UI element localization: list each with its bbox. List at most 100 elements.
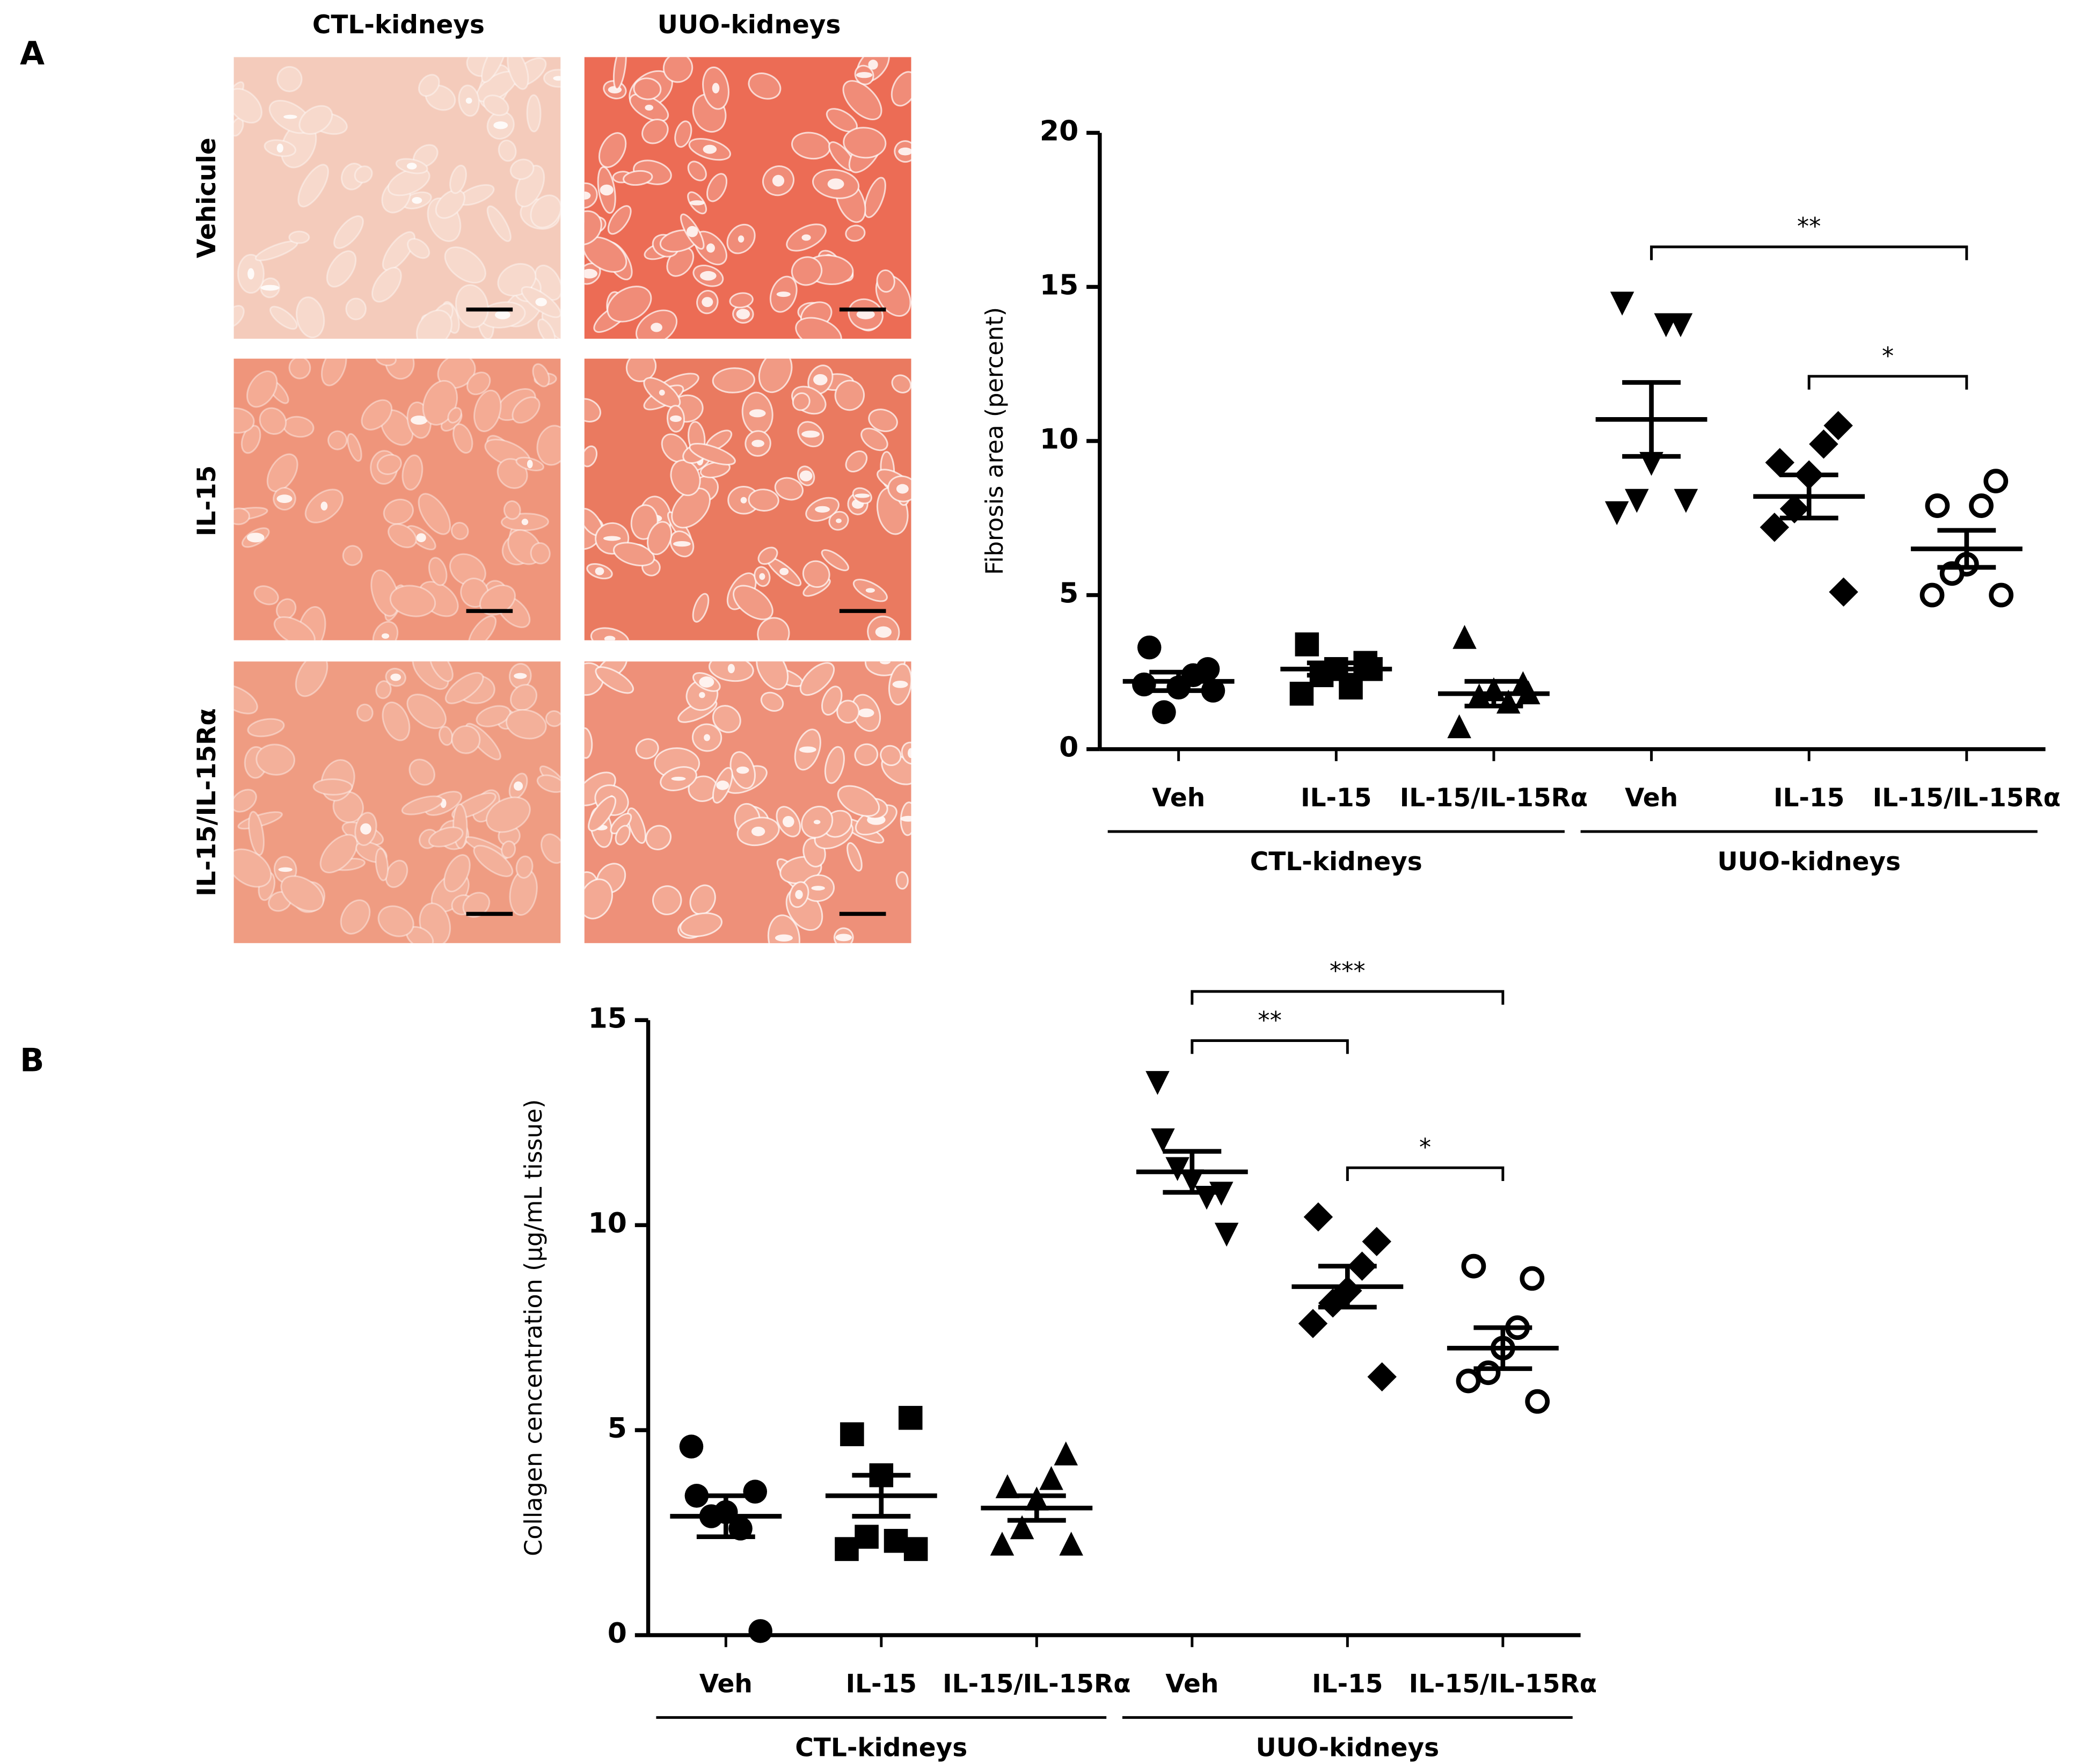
- tubule: [387, 167, 430, 196]
- lumen: [775, 934, 793, 942]
- tubule: [342, 545, 363, 566]
- point: [1059, 1532, 1083, 1556]
- x-tick-label: IL-15: [1312, 1670, 1383, 1699]
- tubule: [595, 666, 634, 694]
- tubule: [774, 477, 804, 501]
- tubule: [598, 132, 627, 168]
- tubule: [545, 710, 561, 727]
- point: [1289, 681, 1314, 706]
- tubule: [375, 680, 392, 699]
- histology-panel: [584, 661, 911, 943]
- tubule: [748, 489, 779, 512]
- tubule: [891, 71, 911, 107]
- point: [1194, 1185, 1219, 1210]
- tubule: [455, 284, 489, 329]
- tubule: [428, 826, 464, 848]
- lumen: [856, 72, 873, 78]
- tubule: [536, 425, 561, 466]
- tubule: [233, 305, 245, 328]
- column-label: CTL-kidneys: [312, 10, 485, 40]
- row-label: IL-15/IL-15Rα: [192, 708, 222, 896]
- tubule: [473, 389, 502, 433]
- tubule: [802, 560, 830, 588]
- tubule: [824, 746, 845, 784]
- lumen: [875, 626, 892, 638]
- lumen: [514, 781, 523, 791]
- tubule: [327, 430, 348, 450]
- tubule: [860, 427, 888, 451]
- lumen: [645, 104, 654, 111]
- row-label: IL-15: [192, 465, 222, 536]
- tubule: [530, 194, 561, 229]
- lumen: [795, 890, 803, 899]
- lumen: [521, 519, 529, 526]
- y-tick-label: 5: [1059, 578, 1078, 610]
- tubule: [298, 105, 333, 135]
- y-tick-label: 10: [588, 1207, 627, 1240]
- tubule: [588, 796, 617, 832]
- tubule: [612, 57, 627, 90]
- group-label: UUO-kidneys: [1717, 847, 1901, 877]
- lumen: [689, 200, 705, 206]
- lumen: [493, 121, 508, 129]
- lumen: [702, 297, 713, 308]
- significance-bracket: [1346, 1166, 1505, 1182]
- tubule: [401, 795, 443, 815]
- tubule: [760, 691, 784, 712]
- tubule: [509, 158, 535, 180]
- lumen: [900, 815, 911, 822]
- tubule: [383, 498, 414, 525]
- tubule: [408, 759, 435, 786]
- tubule: [791, 256, 823, 286]
- tubule: [864, 177, 886, 218]
- panel-label: B: [20, 1043, 44, 1080]
- tubule: [248, 811, 265, 856]
- histology-panel: [584, 359, 911, 640]
- tubule: [481, 57, 507, 83]
- tubule: [729, 292, 754, 309]
- point: [1476, 1360, 1501, 1386]
- x-tick-label: IL-15/IL-15Rα: [1409, 1670, 1597, 1699]
- tubule: [361, 399, 393, 431]
- tubule: [247, 718, 285, 738]
- tubule: [476, 705, 511, 727]
- tubule: [418, 74, 440, 97]
- tubule: [259, 407, 287, 435]
- lumen: [736, 309, 750, 319]
- tubule: [792, 392, 811, 411]
- lumen: [703, 144, 717, 154]
- point: [1010, 1515, 1034, 1540]
- tubules: [584, 57, 911, 339]
- tubule: [326, 250, 357, 288]
- tubule: [509, 684, 538, 711]
- tubule: [795, 317, 842, 339]
- point: [1983, 469, 2009, 494]
- tubule: [447, 407, 462, 424]
- column-label: UUO-kidneys: [658, 10, 841, 40]
- tubule: [837, 785, 880, 817]
- tubule: [834, 380, 865, 411]
- lumen: [699, 676, 714, 688]
- tubule: [532, 363, 550, 388]
- tubule: [375, 359, 397, 367]
- point: [1201, 679, 1225, 703]
- point: [1604, 501, 1629, 526]
- point: [1151, 1128, 1175, 1153]
- tubule: [438, 726, 454, 746]
- lumen: [381, 633, 390, 639]
- y-tick-label: 15: [588, 1002, 627, 1034]
- tubule: [615, 825, 631, 845]
- row-label: Vehicule: [192, 137, 222, 258]
- tubule: [498, 139, 517, 162]
- tubule: [449, 553, 486, 587]
- tubule: [233, 789, 257, 813]
- tubule: [389, 585, 436, 617]
- lumen: [799, 746, 816, 753]
- lumen: [712, 83, 720, 94]
- tubule: [382, 701, 411, 741]
- tubule: [757, 617, 790, 640]
- lumen: [751, 440, 764, 447]
- lumen: [514, 673, 527, 679]
- y-tick-label: 0: [608, 1617, 627, 1650]
- tubule: [385, 859, 408, 888]
